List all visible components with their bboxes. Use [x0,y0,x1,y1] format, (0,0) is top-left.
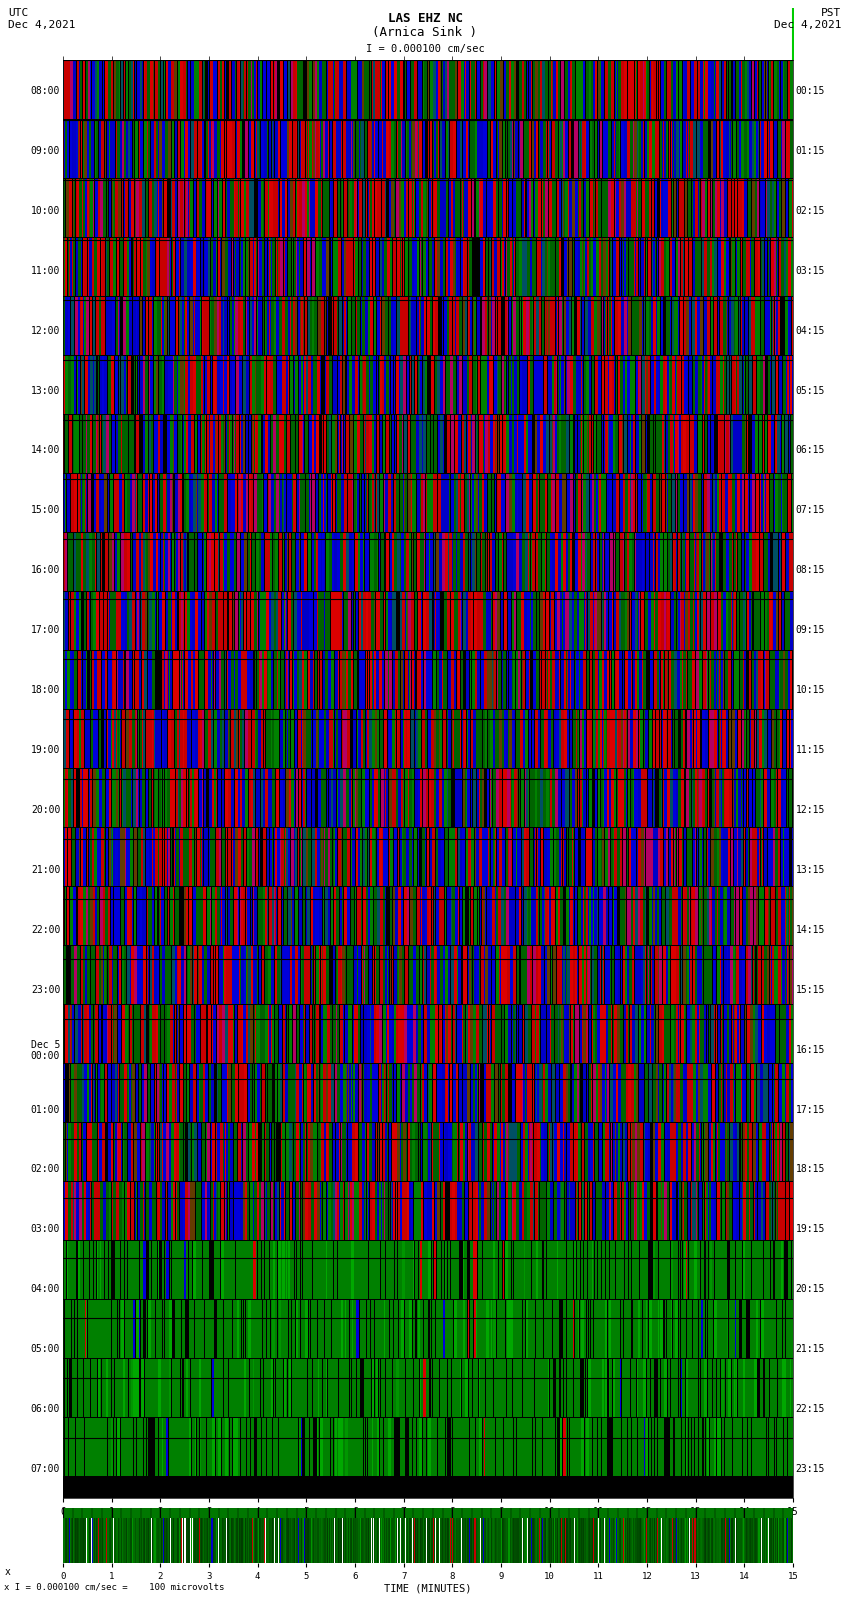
Text: x: x [4,1566,10,1578]
Text: LAS EHZ NC: LAS EHZ NC [388,11,462,24]
X-axis label: TIME (MINUTES): TIME (MINUTES) [384,1584,472,1594]
Text: Dec 4,2021: Dec 4,2021 [774,19,842,31]
Text: PST: PST [821,8,842,18]
Text: Dec 4,2021: Dec 4,2021 [8,19,76,31]
Text: x I = 0.000100 cm/sec =    100 microvolts: x I = 0.000100 cm/sec = 100 microvolts [4,1582,224,1590]
Text: UTC: UTC [8,8,29,18]
Text: (Arnica Sink ): (Arnica Sink ) [372,26,478,39]
Text: I = 0.000100 cm/sec: I = 0.000100 cm/sec [366,44,484,53]
